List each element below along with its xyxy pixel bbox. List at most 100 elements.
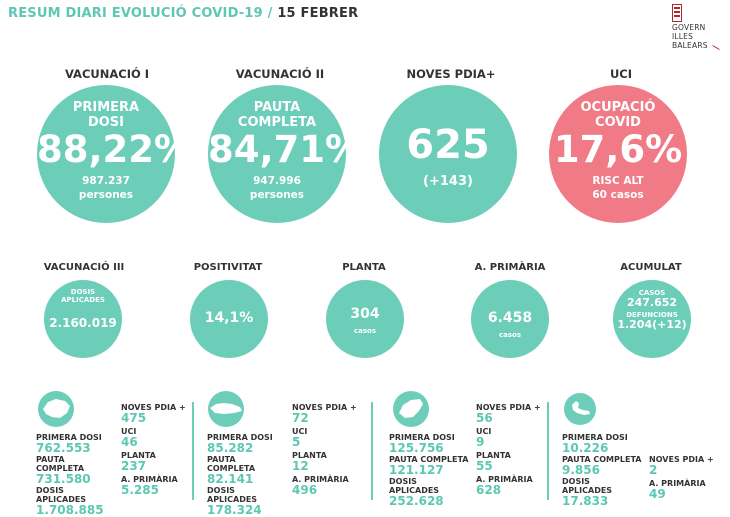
noves-pdia-label: NOVES PDIA +: [292, 403, 357, 412]
circle-uci: OCUPACIÓ COVID 17,6% RISC ALT 60 casos: [549, 85, 687, 223]
casos-label: CASOS: [638, 289, 666, 297]
page-title: RESUM DIARI EVOLUCIÓ COVID-19 / 15 FEBRE…: [8, 6, 358, 21]
menorca-noves-pdia: 72: [292, 411, 309, 425]
circle-acumulat: CASOS 247.652 DEFUNCIONS 1.204(+12): [613, 280, 691, 358]
mallorca-a-primaria: 5.285: [121, 483, 159, 497]
eivissa-pauta-completa: 121.127: [389, 463, 444, 477]
circle-vacunacio-3: DOSIS APLICADES 2.160.019: [44, 280, 122, 358]
circle-noves-pdia: 625 (+143): [379, 85, 517, 223]
vacunacio-3-value: 2.160.019: [49, 316, 117, 330]
uci-label: UCI: [121, 427, 137, 436]
dosis-aplicades-label: DOSIS APLICADES: [36, 486, 87, 504]
circle-a-primaria: 6.458 casos: [471, 280, 549, 358]
a-primaria-unit: casos: [498, 331, 521, 339]
persones-label-1: persones: [78, 189, 134, 201]
noves-pdia-label: NOVES PDIA +: [476, 403, 541, 412]
eivissa-primera-dosi: 125.756: [389, 441, 444, 455]
persones-label-2: persones: [249, 189, 305, 201]
formentera-primera-dosi: 10.226: [562, 441, 609, 455]
ocupacio-label: OCUPACIÓ: [580, 100, 656, 115]
pauta-completa-label: PAUTA COMPLETA: [207, 455, 256, 473]
a-primaria-label: A. PRIMÀRIA: [649, 479, 706, 488]
eivissa-map-icon: [393, 391, 429, 427]
planta-unit: casos: [353, 327, 376, 335]
a-primaria-label: A. PRIMÀRIA: [476, 475, 533, 484]
covid-label: COVID: [595, 115, 641, 130]
uci-cases: 60 casos: [592, 189, 644, 201]
primera-dosi-label: PRIMERA DOSI: [562, 433, 628, 442]
menorca-primera-dosi: 85.282: [207, 441, 254, 455]
caption-planta: PLANTA: [342, 262, 386, 273]
uci-label: UCI: [476, 427, 492, 436]
risc-label: RISC ALT: [592, 175, 644, 187]
govern-logo: GOVERN ILLES BALEARS: [668, 4, 726, 56]
pauta-completa-count: 947.996: [253, 175, 301, 187]
planta-value: 304: [350, 306, 380, 322]
dosis-label: DOSIS: [70, 288, 96, 296]
circle-vacunacio-2: PAUTA COMPLETA 84,71% 947.996 persones: [208, 85, 362, 223]
caption-vacunacio-2: VACUNACIÓ II: [235, 67, 325, 81]
title-separator: /: [267, 6, 273, 21]
caption-positivitat: POSITIVITAT: [193, 262, 263, 273]
eivissa-a-primaria: 628: [476, 483, 502, 497]
circle-planta: 304 casos: [326, 280, 404, 358]
menorca-pauta-completa: 82.141: [207, 472, 254, 486]
defuncions-label: DEFUNCIONS: [626, 311, 678, 319]
formentera-a-primaria: 49: [649, 487, 666, 501]
dosis-aplicades-label: DOSIS APLICADES: [207, 486, 258, 504]
caption-noves-pdia: NOVES PDIA+: [406, 67, 496, 81]
formentera-map-icon: [564, 393, 596, 425]
menorca-uci: 5: [292, 435, 301, 449]
pauta-completa-label: PAUTA COMPLETA: [36, 455, 85, 473]
eivissa-dosis-aplicades: 252.628: [389, 494, 444, 508]
mallorca-pauta-completa: 731.580: [36, 472, 91, 486]
caption-uci: UCI: [609, 67, 633, 81]
flag-icon: [672, 4, 682, 22]
caption-vacunacio-1: VACUNACIÓ I: [64, 67, 150, 81]
menorca-a-primaria: 496: [292, 483, 318, 497]
noves-pdia-value: 625: [406, 122, 490, 168]
formentera-noves-pdia: 2: [649, 463, 658, 477]
defuncions-value: 1.204(+12): [617, 318, 687, 331]
uci-percent: 17,6%: [553, 128, 683, 171]
dosis-aplicades-label: DOSIS APLICADES: [562, 477, 613, 495]
a-primaria-label: A. PRIMÀRIA: [121, 475, 178, 484]
noves-pdia-label: NOVES PDIA +: [649, 455, 714, 464]
noves-pdia-label: NOVES PDIA +: [121, 403, 186, 412]
logo-line-1: GOVERN: [672, 23, 706, 32]
mallorca-uci: 46: [121, 435, 138, 449]
mallorca-map-icon: [38, 391, 74, 427]
title-date: 15 FEBRER: [277, 6, 359, 21]
formentera-dosis-aplicades: 17.833: [562, 494, 609, 508]
primera-dosi-label: PRIMERA DOSI: [36, 433, 102, 442]
aplicades-label: APLICADES: [61, 296, 105, 304]
planta-label: PLANTA: [121, 451, 156, 460]
mallorca-planta: 237: [121, 459, 147, 473]
menorca-planta: 12: [292, 459, 309, 473]
dosis-aplicades-label: DOSIS APLICADES: [389, 477, 440, 495]
positivitat-value: 14,1%: [204, 310, 254, 326]
planta-label: PLANTA: [476, 451, 511, 460]
menorca-map-icon: [208, 391, 244, 427]
uci-label: UCI: [292, 427, 308, 436]
completa-label: COMPLETA: [237, 115, 317, 130]
circle-vacunacio-1: PRIMERA DOSI 88,22% 987.237 persones: [37, 85, 191, 223]
noves-pdia-delta: (+143): [423, 174, 473, 189]
caption-a-primaria: A. PRIMÀRIA: [474, 262, 546, 273]
pauta-completa-label: PAUTA COMPLETA: [562, 455, 642, 464]
mallorca-dosis-aplicades: 1.708.885: [36, 503, 104, 517]
divider: [371, 402, 373, 500]
primera-dosi-count: 987.237: [82, 175, 130, 187]
mallorca-noves-pdia: 475: [121, 411, 147, 425]
eivissa-uci: 9: [476, 435, 485, 449]
divider: [192, 402, 194, 500]
a-primaria-label: A. PRIMÀRIA: [292, 475, 349, 484]
logo-accent: [712, 45, 720, 50]
divider: [547, 402, 549, 500]
menorca-dosis-aplicades: 178.324: [207, 503, 262, 517]
eivissa-planta: 55: [476, 459, 493, 473]
caption-acumulat: ACUMULAT: [620, 262, 682, 273]
caption-vacunacio-3: VACUNACIÓ III: [43, 262, 125, 273]
logo-line-2: ILLES: [672, 32, 694, 41]
dosi-label: DOSI: [87, 115, 125, 130]
